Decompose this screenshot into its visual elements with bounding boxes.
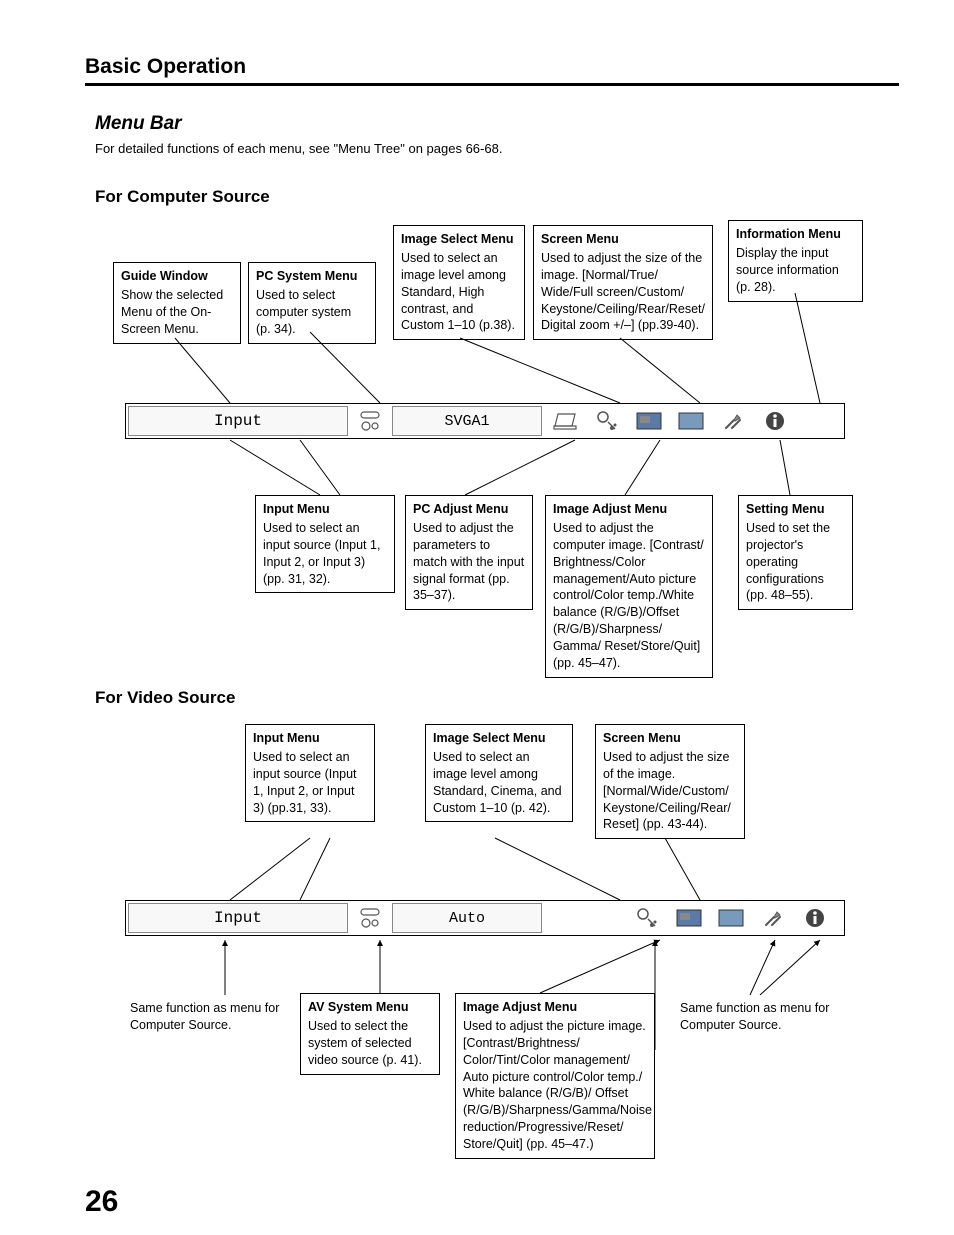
setting-icon bbox=[752, 901, 794, 935]
screen-icon bbox=[710, 901, 752, 935]
callout-body: Show the selected Menu of the On-Screen … bbox=[121, 288, 223, 336]
chapter-title: Basic Operation bbox=[85, 55, 899, 79]
callout-body: Used to adjust the size of the image. [N… bbox=[603, 750, 731, 832]
setting-icon bbox=[712, 404, 754, 438]
page-header: Basic Operation bbox=[85, 55, 899, 86]
callout-vid-imgadj: Image Adjust Menu Used to adjust the pic… bbox=[455, 993, 655, 1159]
callout-body: Used to select the system of selected vi… bbox=[308, 1019, 422, 1067]
callout-pc-system: PC System Menu Used to select computer s… bbox=[248, 262, 376, 344]
callout-body: Used to adjust the picture image. [Contr… bbox=[463, 1019, 652, 1151]
callout-body: Used to select an image level among Stan… bbox=[401, 251, 515, 333]
callout-title: PC Adjust Menu bbox=[413, 501, 525, 518]
detail-text: For detailed functions of each menu, see… bbox=[95, 141, 502, 156]
pc-adjust-icon bbox=[544, 404, 586, 438]
callout-av-system: AV System Menu Used to select the system… bbox=[300, 993, 440, 1075]
callout-body: Used to adjust the computer image. [Cont… bbox=[553, 521, 704, 670]
same-note-left: Same function as menu for Computer Sourc… bbox=[130, 1000, 285, 1034]
callout-title: Image Select Menu bbox=[433, 730, 565, 747]
callout-image-adjust: Image Adjust Menu Used to adjust the com… bbox=[545, 495, 713, 678]
screen-icon bbox=[670, 404, 712, 438]
callout-vid-imgsel: Image Select Menu Used to select an imag… bbox=[425, 724, 573, 822]
image-adjust-icon bbox=[668, 901, 710, 935]
callout-title: Screen Menu bbox=[541, 231, 705, 248]
callout-title: Image Adjust Menu bbox=[463, 999, 647, 1016]
callout-body: Used to select an image level among Stan… bbox=[433, 750, 562, 815]
callout-body: Display the input source information (p.… bbox=[736, 246, 839, 294]
info-icon bbox=[794, 901, 836, 935]
section-title: Menu Bar bbox=[95, 113, 182, 135]
callout-body: Used to select computer system (p. 34). bbox=[256, 288, 351, 336]
callout-title: Input Menu bbox=[263, 501, 387, 518]
image-select-icon bbox=[586, 404, 628, 438]
input-box: Input bbox=[128, 903, 348, 933]
menubar-video: Input Auto bbox=[125, 900, 845, 936]
video-source-heading: For Video Source bbox=[95, 688, 235, 708]
callout-title: Image Adjust Menu bbox=[553, 501, 705, 518]
spacer bbox=[544, 901, 626, 935]
page-number: 26 bbox=[85, 1185, 118, 1219]
callout-body: Used to adjust the parameters to match w… bbox=[413, 521, 524, 603]
callout-body: Used to set the projector's operating co… bbox=[746, 521, 830, 603]
callout-vid-input: Input Menu Used to select an input sourc… bbox=[245, 724, 375, 822]
callout-input-menu: Input Menu Used to select an input sourc… bbox=[255, 495, 395, 593]
callout-body: Used to adjust the size of the image. [N… bbox=[541, 251, 705, 333]
mode-box: SVGA1 bbox=[392, 406, 542, 436]
computer-source-heading: For Computer Source bbox=[95, 187, 270, 207]
info-icon bbox=[754, 404, 796, 438]
callout-title: AV System Menu bbox=[308, 999, 432, 1016]
mode-box: Auto bbox=[392, 903, 542, 933]
callout-setting: Setting Menu Used to set the projector's… bbox=[738, 495, 853, 610]
callout-body: Used to select an input source (Input 1,… bbox=[253, 750, 357, 815]
callout-pc-adjust: PC Adjust Menu Used to adjust the parame… bbox=[405, 495, 533, 610]
callout-title: Image Select Menu bbox=[401, 231, 517, 248]
callout-title: Setting Menu bbox=[746, 501, 845, 518]
callout-title: Information Menu bbox=[736, 226, 855, 243]
callout-screen-menu: Screen Menu Used to adjust the size of t… bbox=[533, 225, 713, 340]
callout-title: Input Menu bbox=[253, 730, 367, 747]
input-box: Input bbox=[128, 406, 348, 436]
same-note-right: Same function as menu for Computer Sourc… bbox=[680, 1000, 835, 1034]
callout-title: PC System Menu bbox=[256, 268, 368, 285]
callout-title: Screen Menu bbox=[603, 730, 737, 747]
system-icon bbox=[350, 404, 390, 438]
callout-image-select: Image Select Menu Used to select an imag… bbox=[393, 225, 525, 340]
system-icon bbox=[350, 901, 390, 935]
callout-body: Used to select an input source (Input 1,… bbox=[263, 521, 380, 586]
callout-title: Guide Window bbox=[121, 268, 233, 285]
callout-guide-window: Guide Window Show the selected Menu of t… bbox=[113, 262, 241, 344]
image-adjust-icon bbox=[628, 404, 670, 438]
callout-vid-screen: Screen Menu Used to adjust the size of t… bbox=[595, 724, 745, 839]
callout-information: Information Menu Display the input sourc… bbox=[728, 220, 863, 302]
menubar-computer: Input SVGA1 bbox=[125, 403, 845, 439]
image-select-icon bbox=[626, 901, 668, 935]
